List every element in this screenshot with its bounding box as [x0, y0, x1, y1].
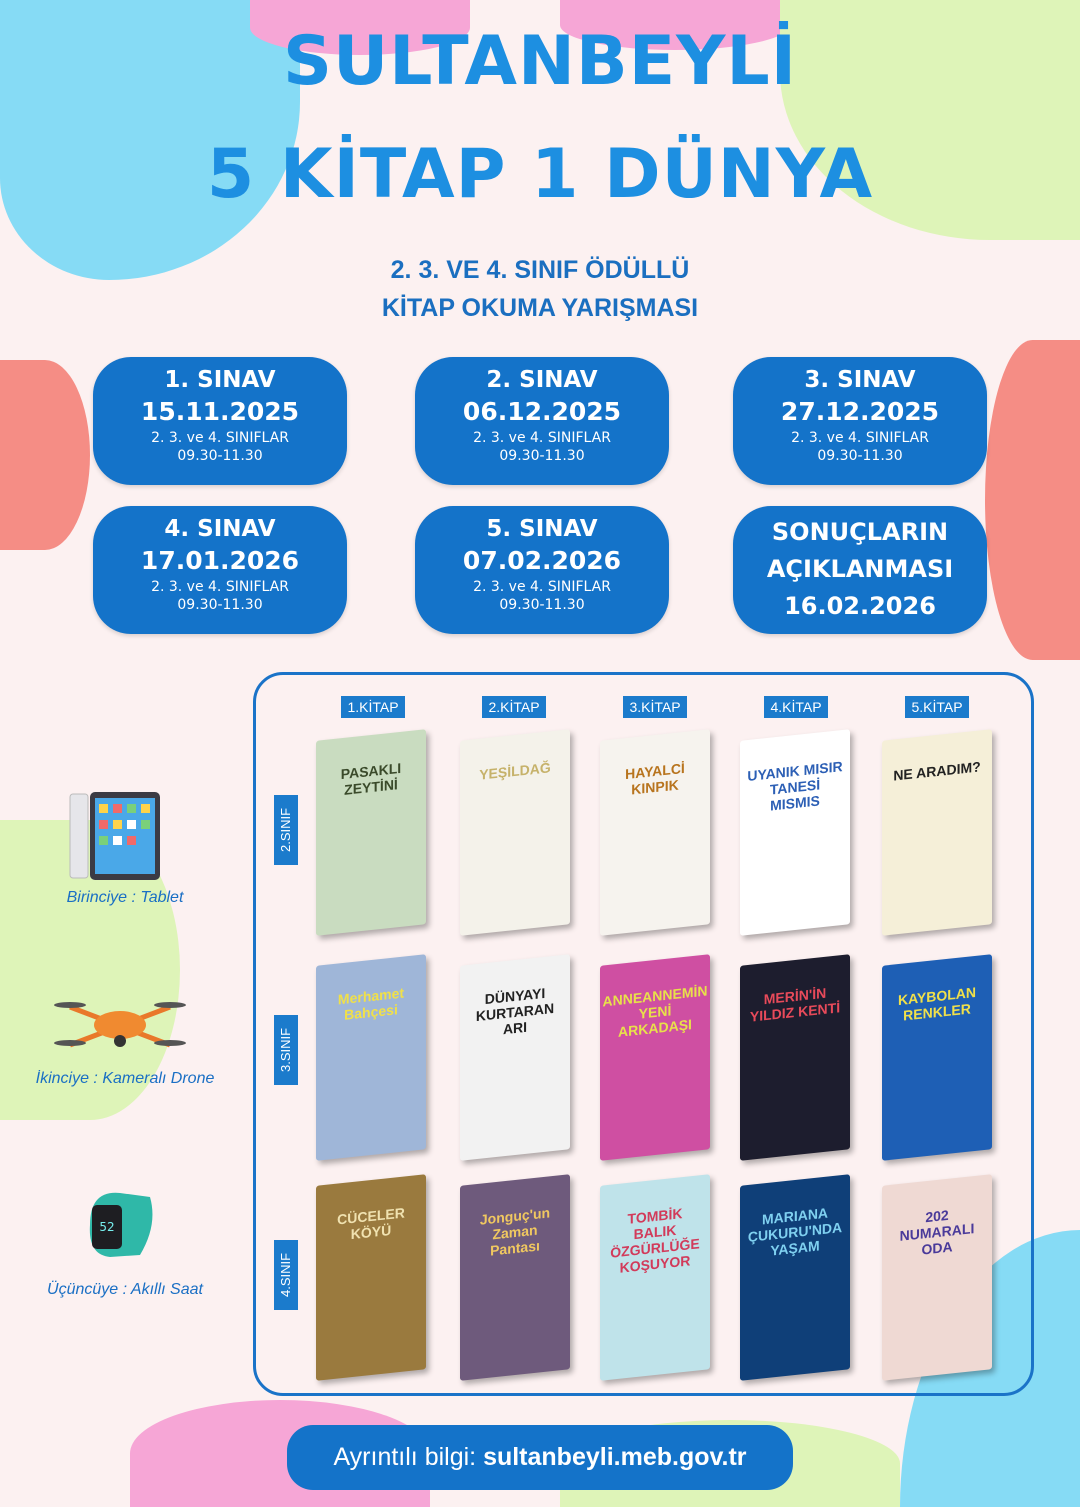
exam-time: 09.30-11.30 — [499, 597, 585, 613]
book-cover: TOMBİK BALIK ÖZGÜRLÜĞE KOŞUYOR — [600, 1174, 710, 1381]
book-cover: MARIANA ÇUKURU'NDA YAŞAM — [740, 1174, 850, 1381]
results-line2: AÇIKLANMASI — [766, 555, 954, 583]
grade-label: 3.SINIF — [274, 1015, 298, 1085]
exam-date: 07.02.2026 — [462, 546, 622, 575]
exam-date: 06.12.2025 — [462, 397, 622, 426]
exam-name: 2. SINAV — [486, 367, 598, 393]
bg-blob — [250, 0, 470, 55]
book-column-label: 4.KİTAP — [764, 696, 828, 718]
smartwatch-icon: 52 — [89, 1192, 153, 1257]
prize-first-label: Birinciye : Tablet — [66, 889, 184, 906]
more-info-label: Ayrıntılı bilgi: — [333, 1443, 477, 1471]
results-line1: SONUÇLARIN — [771, 518, 949, 546]
book-cover: NE ARADIM? — [882, 729, 992, 936]
book-cover: HAYALCİ KINPIK — [600, 729, 710, 936]
book-cover: Merhamet Bahçesi — [316, 954, 426, 1161]
exam-date: 15.11.2025 — [140, 397, 300, 426]
results-card: SONUÇLARIN AÇIKLANMASI 16.02.2026 — [733, 506, 987, 634]
book-cover: PASAKLI ZEYTİNİ — [316, 729, 426, 936]
subtitle-line1: 2. 3. VE 4. SINIF ÖDÜLLÜ — [390, 256, 690, 284]
grade-label: 2.SINIF — [274, 795, 298, 865]
exam-name: 1. SINAV — [164, 367, 276, 393]
exam-name: 5. SINAV — [486, 516, 598, 542]
book-cover: KAYBOLAN RENKLER — [882, 954, 992, 1161]
exam-card-3: 3. SINAV 27.12.2025 2. 3. ve 4. SINIFLAR 09… — [733, 357, 987, 485]
more-info-banner: Ayrıntılı bilgi: sultanbeyli.meb.gov.tr — [287, 1425, 793, 1490]
book-column-label: 1.KİTAP — [341, 696, 405, 718]
book-cover: 202 NUMARALI ODA — [882, 1174, 992, 1381]
exam-classes: 2. 3. ve 4. SINIFLAR — [473, 430, 611, 446]
exam-card-4: 4. SINAV 17.01.2026 2. 3. ve 4. SINIFLAR 09… — [93, 506, 347, 634]
exam-time: 09.30-11.30 — [817, 448, 903, 464]
more-info-link[interactable]: sultanbeyli.meb.gov.tr — [483, 1443, 747, 1471]
book-column-label: 2.KİTAP — [482, 696, 546, 718]
poster-title-line1: SULTANBEYLİ — [282, 22, 798, 101]
tablet-icon — [69, 792, 160, 880]
bg-blob — [985, 340, 1080, 660]
exam-card-1: 1. SINAV 15.11.2025 2. 3. ve 4. SINIFLAR 09… — [93, 357, 347, 485]
book-column-label: 3.KİTAP — [623, 696, 687, 718]
exam-card-2: 2. SINAV 06.12.2025 2. 3. ve 4. SINIFLAR 09… — [415, 357, 669, 485]
subtitle-line2: KİTAP OKUMA YARIŞMASI — [381, 294, 699, 322]
book-cover: CÜCELER KÖYÜ — [316, 1174, 426, 1381]
bg-blob — [0, 360, 90, 550]
exam-classes: 2. 3. ve 4. SINIFLAR — [151, 579, 289, 595]
exam-classes: 2. 3. ve 4. SINIFLAR — [473, 579, 611, 595]
prize-second-label: İkinciye : Kameralı Drone — [35, 1070, 215, 1087]
book-cover: Jonguç'un Zaman Pantası — [460, 1174, 570, 1381]
exam-date: 17.01.2026 — [140, 546, 300, 575]
exam-time: 09.30-11.30 — [177, 448, 263, 464]
book-cover: YEŞİLDAĞ — [460, 729, 570, 936]
exam-classes: 2. 3. ve 4. SINIFLAR — [791, 430, 929, 446]
prize-third-label: Üçüncüye : Akıllı Saat — [47, 1281, 203, 1298]
drone-icon — [54, 1002, 186, 1048]
exam-name: 4. SINAV — [164, 516, 276, 542]
book-cover: UYANIK MISIR TANESİ MISMIS — [740, 729, 850, 936]
exam-card-5: 5. SINAV 07.02.2026 2. 3. ve 4. SINIFLAR 09… — [415, 506, 669, 634]
exam-classes: 2. 3. ve 4. SINIFLAR — [151, 430, 289, 446]
svg-text:52: 52 — [99, 1220, 114, 1234]
exam-name: 3. SINAV — [804, 367, 916, 393]
results-date: 16.02.2026 — [784, 592, 936, 620]
exam-date: 27.12.2025 — [780, 397, 940, 426]
bg-blob — [560, 0, 790, 50]
exam-time: 09.30-11.30 — [499, 448, 585, 464]
book-column-label: 5.KİTAP — [905, 696, 969, 718]
book-cover: MERİN'İN YILDIZ KENTİ — [740, 954, 850, 1161]
book-cover: ANNEANNEMİN YENİ ARKADAŞI — [600, 954, 710, 1161]
exam-time: 09.30-11.30 — [177, 597, 263, 613]
book-cover: DÜNYAYI KURTARAN ARI — [460, 954, 570, 1161]
books-panel — [253, 672, 1034, 1396]
grade-label: 4.SINIF — [274, 1240, 298, 1310]
poster-title-line2: 5 KİTAP 1 DÜNYA — [206, 135, 874, 214]
